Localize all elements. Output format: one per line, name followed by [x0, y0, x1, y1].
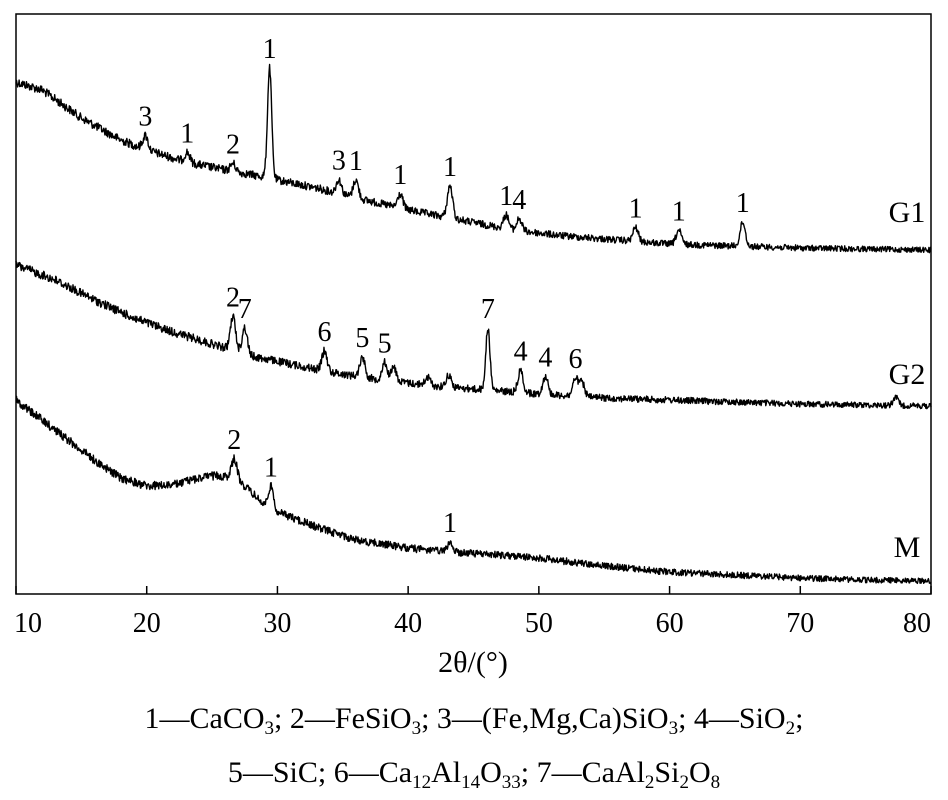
- peak-label-g2-3: 5: [355, 323, 369, 354]
- x-tick-label-10: 10: [14, 608, 42, 639]
- x-tick-label-50: 50: [525, 608, 553, 639]
- peak-label-g2-1: 7: [238, 294, 252, 325]
- legend-part-0-1: 3: [264, 718, 275, 739]
- peak-label-g1-6: 1: [393, 160, 407, 191]
- legend-part-1-11: 8: [710, 772, 721, 793]
- peak-label-g2-10: 4: [538, 342, 552, 373]
- peak-label-g1-7: 1: [443, 152, 457, 183]
- peak-label-g2-2: 6: [318, 317, 332, 348]
- legend-part-1-5: 33: [501, 772, 521, 793]
- legend-part-0-2: ; 2—FeSiO: [274, 702, 412, 735]
- peak-label-g1-2: 2: [226, 129, 240, 160]
- legend-part-1-3: 14: [461, 772, 481, 793]
- peak-label-g2-11: 6: [569, 344, 583, 375]
- series-line-m: [15, 395, 932, 585]
- peak-label-g1-0: 3: [138, 102, 152, 133]
- legend-part-1-7: 2: [644, 772, 655, 793]
- legend-part-0-3: 3: [411, 718, 422, 739]
- phase-legend-line-2: 5—SiC; 6—Ca12Al14O33; 7—CaAl2Si2O8: [0, 756, 948, 800]
- series-label-g2: G2: [889, 358, 926, 391]
- legend-part-1-1: 12: [412, 772, 432, 793]
- series-label-m: M: [894, 531, 921, 564]
- peak-label-m-0: 2: [227, 425, 241, 456]
- peak-label-g1-11: 1: [672, 196, 686, 227]
- peak-label-g1-5: 1: [349, 146, 363, 177]
- peak-label-m-2: 1: [443, 508, 457, 539]
- legend-part-1-6: ; 7—CaAl: [520, 756, 645, 789]
- peak-label-g2-8: 7: [481, 294, 495, 325]
- legend-part-0-7: 2: [785, 718, 796, 739]
- x-axis: 10 20 30 40 50 60 70 80: [14, 586, 932, 639]
- series-line-g1: [15, 63, 932, 254]
- x-tick-label-40: 40: [394, 608, 422, 639]
- phase-legend-line-1: 1—CaCO3; 2—FeSiO3; 3—(Fe,Mg,Ca)SiO3; 4—S…: [0, 702, 948, 746]
- peak-label-m-1: 1: [264, 453, 278, 484]
- x-tick-label-70: 70: [786, 608, 814, 639]
- peak-label-g2-0: 2: [226, 282, 240, 313]
- legend-part-1-9: 2: [679, 772, 689, 793]
- peak-label-g1-8: 1: [499, 181, 513, 212]
- legend-part-0-4: ; 3—(Fe,Mg,Ca)SiO: [421, 702, 669, 735]
- peak-label-g1-9: 4: [512, 185, 526, 216]
- peak-label-g1-12: 1: [736, 188, 750, 219]
- peak-label-g1-3: 1: [263, 34, 277, 65]
- legend-part-0-8: ;: [795, 702, 804, 735]
- x-tick-label-30: 30: [263, 608, 291, 639]
- peak-label-g1-1: 1: [180, 118, 194, 149]
- peak-label-g2-9: 4: [514, 337, 528, 368]
- legend-part-1-2: Al: [431, 756, 462, 789]
- legend-part-0-5: 3: [668, 718, 679, 739]
- peak-label-g1-4: 3: [332, 146, 346, 177]
- legend-part-0-0: 1—CaCO: [144, 702, 265, 735]
- legend-part-1-8: Si: [654, 756, 680, 789]
- legend-part-1-10: O: [688, 756, 711, 789]
- series-line-g2: [15, 260, 932, 410]
- series-layer: [15, 63, 932, 585]
- legend-part-1-0: 5—SiC; 6—Ca: [227, 756, 413, 789]
- peak-label-g2-4: 5: [378, 328, 392, 359]
- x-tick-label-80: 80: [903, 608, 931, 639]
- x-tick-label-20: 20: [133, 608, 161, 639]
- legend-part-0-6: ; 4—SiO: [678, 702, 786, 735]
- peak-label-g1-10: 1: [629, 193, 643, 224]
- x-tick-label-60: 60: [656, 608, 684, 639]
- plot-frame: [15, 13, 932, 595]
- series-label-layer: G1 G2 M: [889, 196, 926, 564]
- legend-part-1-4: O: [480, 756, 502, 789]
- series-label-g1: G1: [889, 196, 926, 229]
- x-axis-label: 2θ/(°): [438, 646, 508, 679]
